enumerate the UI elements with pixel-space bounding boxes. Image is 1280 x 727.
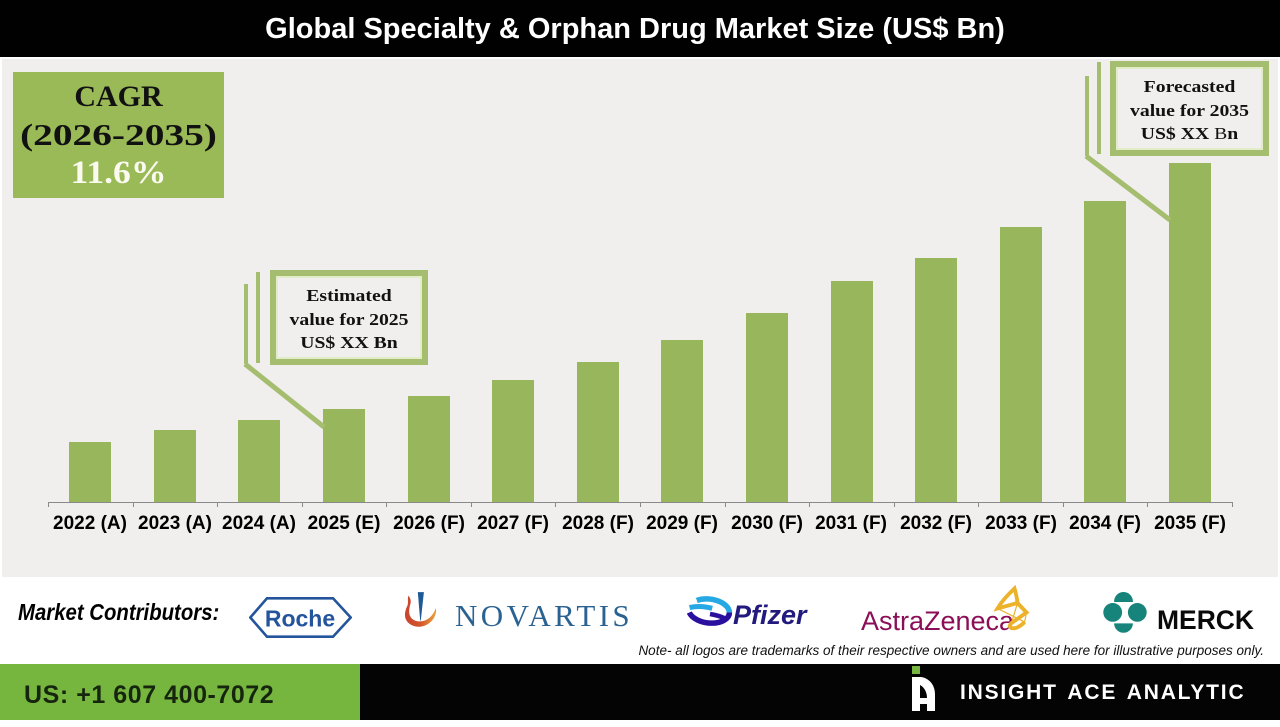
svg-text:Roche: Roche [265,606,335,632]
